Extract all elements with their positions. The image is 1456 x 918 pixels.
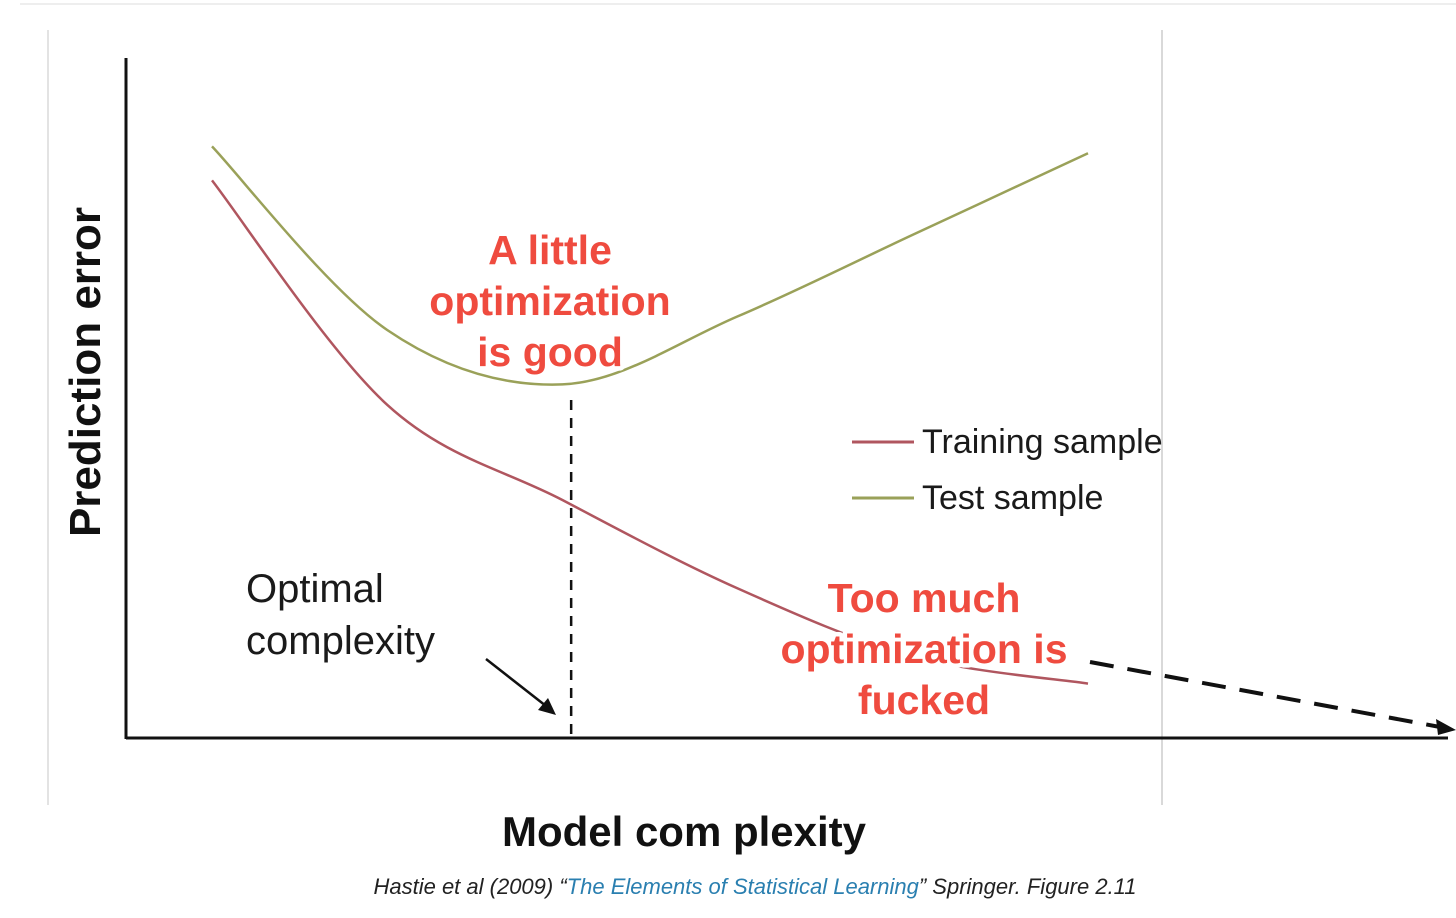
optimal-arrowhead (538, 698, 556, 715)
caption-prefix: Hastie et al (2009) “ (373, 874, 567, 899)
caption-suffix: ” Springer. Figure 2.11 (918, 874, 1137, 899)
optimal-annotation-line-2: complexity (246, 619, 435, 663)
good-annotation-line-1: A little (488, 227, 612, 273)
optimal-arrow (485, 658, 547, 707)
good-annotation-line-3: is good (477, 329, 623, 375)
y-axis-label: Prediction error (61, 207, 110, 537)
training-sample-line (211, 179, 1089, 685)
legend-label-test: Test sample (922, 479, 1103, 517)
good-annotation-line-2: optimization (429, 278, 670, 324)
caption-book-link[interactable]: The Elements of Statistical Learning (566, 874, 919, 899)
test-sample-line (211, 145, 1089, 386)
x-axis-label: Model com plexity (502, 808, 867, 855)
extension-dashed-line (1089, 660, 1441, 729)
bad-annotation-line-1: Too much (828, 575, 1021, 621)
bad-annotation-line-3: fucked (858, 677, 990, 723)
legend: Training sample Test sample (852, 423, 1163, 517)
optimal-annotation-line-1: Optimal (246, 567, 384, 611)
bad-annotation-line-2: optimization is (781, 626, 1068, 672)
legend-label-training: Training sample (922, 423, 1163, 461)
figure-caption: Hastie et al (2009) “The Elements of Sta… (0, 874, 1456, 900)
extension-arrowhead (1436, 719, 1456, 735)
